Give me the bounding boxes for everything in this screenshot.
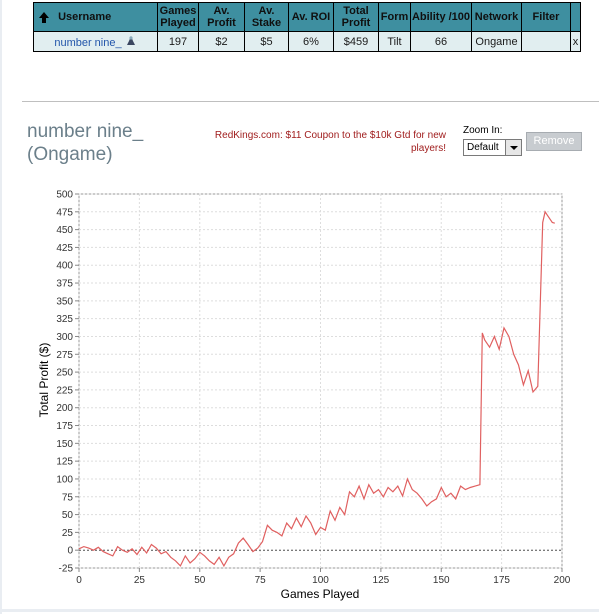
zoom-selected-value: Default bbox=[467, 142, 499, 153]
y-tick-label: 425 bbox=[56, 243, 73, 254]
y-tick-label: 0 bbox=[67, 546, 73, 557]
username-link[interactable]: number nine_ bbox=[54, 36, 122, 49]
y-tick-label: 50 bbox=[62, 510, 74, 521]
x-tick-label: 50 bbox=[194, 575, 206, 586]
coupon-promo-link[interactable]: RedKings.com: $11 Coupon to the $10k Gtd… bbox=[214, 130, 446, 154]
x-tick-label: 200 bbox=[554, 575, 571, 586]
y-tick-label: 150 bbox=[56, 439, 73, 450]
y-tick-label: 100 bbox=[56, 474, 73, 485]
username-column-header[interactable]: Username bbox=[33, 2, 158, 32]
y-tick-label: 300 bbox=[56, 332, 73, 343]
games-played-cell: 197 bbox=[157, 31, 199, 52]
player-stats-table: Username Games Played Av. Profit Av. Stake … bbox=[33, 2, 581, 52]
sort-up-arrow-icon[interactable] bbox=[39, 11, 49, 23]
x-tick-label: 100 bbox=[312, 575, 329, 586]
username-header-label: Username bbox=[58, 11, 112, 23]
y-tick-label: 500 bbox=[56, 190, 73, 201]
player-name: number nine_ bbox=[27, 121, 144, 142]
av-profit-column-header[interactable]: Av. Profit bbox=[198, 2, 245, 32]
y-tick-label: 25 bbox=[62, 528, 74, 539]
y-tick-label: -25 bbox=[59, 564, 74, 575]
poker-player-icon bbox=[126, 35, 135, 45]
username-cell: number nine_ bbox=[33, 31, 158, 52]
x-tick-label: 125 bbox=[373, 575, 390, 586]
y-tick-label: 175 bbox=[56, 421, 73, 432]
x-tick-label: 75 bbox=[255, 575, 267, 586]
filter-cell[interactable] bbox=[521, 31, 571, 52]
total-profit-column-header[interactable]: Total Profit bbox=[333, 2, 379, 32]
y-tick-label: 375 bbox=[56, 279, 73, 290]
player-title: number nine_ (Ongame) bbox=[27, 120, 143, 166]
profit-series-line bbox=[78, 210, 555, 568]
zoom-label: Zoom In: bbox=[463, 125, 503, 136]
y-tick-label: 475 bbox=[56, 207, 73, 218]
left-border bbox=[0, 0, 2, 614]
x-tick-label: 0 bbox=[76, 575, 82, 586]
av-roi-cell: 6% bbox=[288, 31, 334, 52]
filter-column-header: Filter bbox=[521, 2, 571, 32]
y-tick-label: 75 bbox=[62, 492, 74, 503]
y-tick-label: 200 bbox=[56, 403, 73, 414]
av-profit-cell: $2 bbox=[198, 31, 245, 52]
chevron-down-icon[interactable] bbox=[505, 140, 521, 155]
y-tick-label: 250 bbox=[56, 368, 73, 379]
y-tick-label: 450 bbox=[56, 225, 73, 236]
zoom-select[interactable]: Default bbox=[463, 139, 522, 156]
remove-row-button[interactable]: x bbox=[570, 31, 581, 52]
av-stake-column-header[interactable]: Av. Stake bbox=[244, 2, 289, 32]
y-tick-label: 325 bbox=[56, 314, 73, 325]
x-tick-label: 150 bbox=[433, 575, 450, 586]
av-roi-column-header[interactable]: Av. ROI bbox=[288, 2, 334, 32]
y-tick-label: 400 bbox=[56, 261, 73, 272]
network-cell: Ongame bbox=[471, 31, 522, 52]
section-divider bbox=[22, 101, 599, 102]
remove-button[interactable]: Remove bbox=[526, 132, 582, 151]
y-tick-label: 225 bbox=[56, 385, 73, 396]
y-tick-label: 125 bbox=[56, 457, 73, 468]
y-axis-ticks: -25 0 25 50 75 100 125 150 175 200 225 250 275 300 325… bbox=[56, 190, 79, 575]
x-tick-label: 175 bbox=[493, 575, 510, 586]
y-axis-title: Total Profit ($) bbox=[37, 343, 51, 418]
player-network: (Ongame) bbox=[27, 144, 113, 165]
total-profit-cell: $459 bbox=[333, 31, 379, 52]
y-tick-label: 275 bbox=[56, 350, 73, 361]
bottom-border bbox=[0, 609, 599, 612]
table-row: number nine_ 197 $2 $5 6% $459 Tilt 66 O… bbox=[33, 31, 581, 52]
y-tick-label: 350 bbox=[56, 296, 73, 307]
series-layer bbox=[78, 210, 555, 568]
x-tick-label: 25 bbox=[134, 575, 146, 586]
x-axis-title: Games Played bbox=[281, 587, 360, 601]
x-axis-ticks: 0 25 50 75 100 125 150 175 200 bbox=[76, 568, 571, 586]
network-column-header[interactable]: Network bbox=[471, 2, 522, 32]
ability-column-header[interactable]: Ability /100 bbox=[410, 2, 472, 32]
grid-lines bbox=[78, 193, 563, 569]
